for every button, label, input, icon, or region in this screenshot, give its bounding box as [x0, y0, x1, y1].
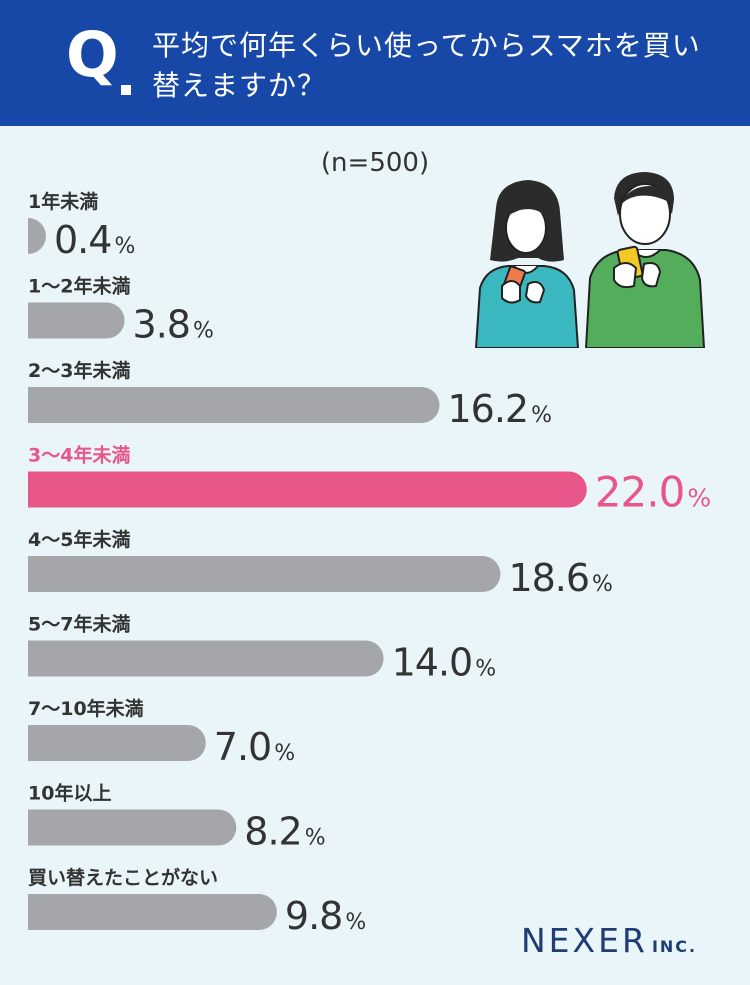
value-label: 8.2% — [244, 810, 325, 854]
bar — [28, 556, 501, 592]
value-label: 16.2% — [447, 387, 552, 431]
category-label: 4〜5年未満 — [28, 528, 130, 551]
value-label: 9.8% — [285, 894, 366, 938]
logo-suffix: INC. — [651, 937, 698, 956]
category-label: 1〜2年未満 — [28, 275, 130, 298]
category-label: 5〜7年未満 — [28, 613, 130, 636]
value-label: 14.0% — [392, 641, 497, 685]
value-label: 22.0% — [595, 468, 711, 517]
bar — [28, 894, 277, 930]
value-label: 3.8% — [133, 303, 214, 347]
bar — [28, 302, 125, 339]
bar — [28, 218, 46, 254]
man-icon — [584, 172, 706, 348]
category-label: 3〜4年未満 — [28, 444, 130, 467]
bar — [28, 725, 206, 761]
question-header: Q 平均で何年くらい使ってからスマホを買い替えますか？ — [0, 0, 750, 126]
category-label: 1年未満 — [28, 190, 98, 213]
logo-main: NEXER — [521, 921, 648, 960]
bar — [28, 387, 440, 423]
bar — [28, 640, 384, 677]
value-label: 7.0% — [214, 725, 295, 769]
bar — [28, 809, 237, 846]
bar — [28, 471, 587, 508]
category-label: 2〜3年未満 — [28, 359, 130, 382]
category-label: 買い替えたことがない — [28, 866, 218, 889]
woman-icon — [474, 180, 580, 348]
nexer-logo: NEXER INC. — [521, 921, 697, 960]
q-dot — [121, 85, 131, 95]
people-illustration — [474, 172, 706, 348]
q-mark: Q — [66, 18, 119, 91]
value-label: 18.6% — [508, 556, 613, 600]
question-title: 平均で何年くらい使ってからスマホを買い替えますか？ — [152, 29, 701, 102]
category-label: 10年以上 — [28, 782, 111, 805]
category-label: 7〜10年未満 — [28, 697, 144, 720]
value-label: 0.4% — [54, 218, 135, 262]
sample-size: (n=500) — [320, 148, 430, 178]
